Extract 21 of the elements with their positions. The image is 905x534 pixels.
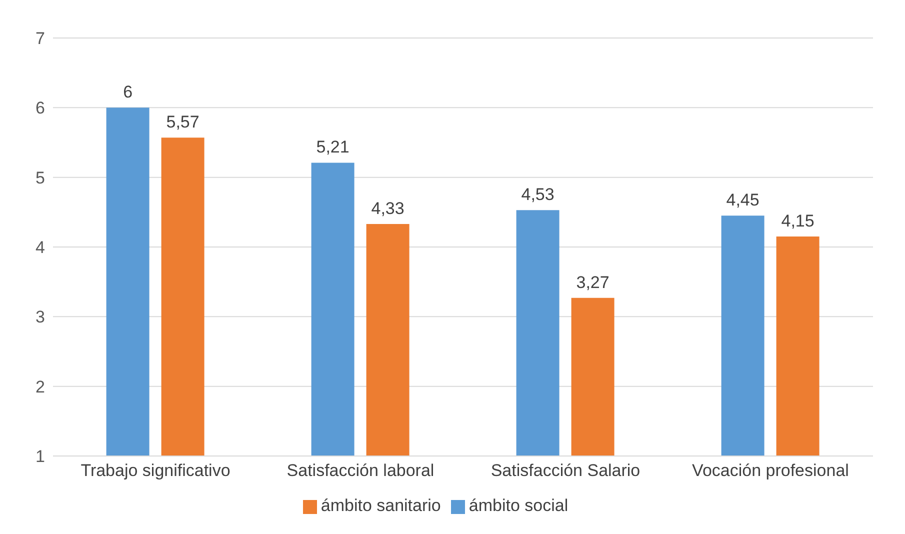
data-label: 3,27 <box>576 272 610 292</box>
y-tick-label: 7 <box>36 29 45 48</box>
data-label: 5,21 <box>316 138 350 157</box>
x-tick-label: Satisfacción laboral <box>286 461 434 480</box>
legend-label: ámbito sanitario <box>320 496 441 515</box>
y-tick-label: 6 <box>36 98 45 118</box>
data-label: 4,33 <box>371 199 404 218</box>
y-tick-label: 5 <box>36 168 45 188</box>
y-tick-label: 1 <box>36 447 45 466</box>
y-tick-label: 3 <box>36 308 45 327</box>
data-label: 5,57 <box>166 112 200 132</box>
y-tick-label: 4 <box>36 238 45 258</box>
data-label: 6 <box>123 82 133 102</box>
data-label: 4,53 <box>521 185 554 204</box>
data-label: 4,45 <box>726 190 760 210</box>
x-tick-label: Satisfacción Salario <box>490 461 640 480</box>
y-tick-label: 2 <box>36 377 45 396</box>
data-label: 4,15 <box>781 212 814 231</box>
x-tick-label: Trabajo significativo <box>80 461 230 480</box>
legend-label: ámbito social <box>468 496 568 515</box>
x-tick-label: Vocación profesional <box>692 461 849 480</box>
